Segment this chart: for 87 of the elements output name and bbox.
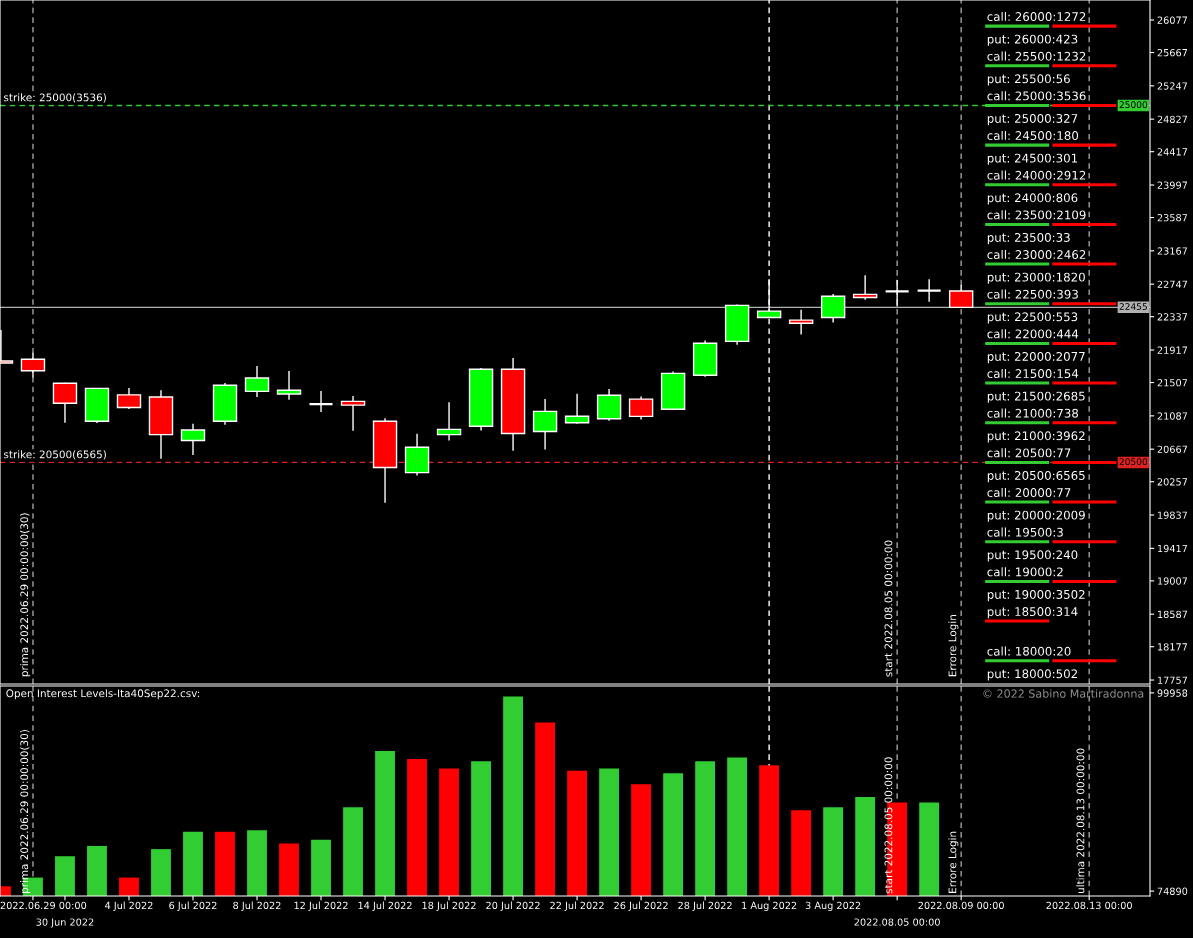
ref-line-label: put: 18500:314 [987, 607, 1078, 619]
x-tick-label: 4 Jul 2022 [105, 901, 153, 911]
ref-line-label: call: 22500:393 [987, 289, 1078, 299]
y-tick-label: 17757 [1158, 676, 1188, 684]
ref-line-label: call: 25500:1232 [987, 51, 1086, 61]
x-tick-label: 12 Jul 2022 [294, 901, 348, 911]
y-tick-label: 22747 [1157, 280, 1188, 288]
y-tick-label: 18587 [1158, 610, 1188, 619]
x-tick-label: 26 Jul 2022 [614, 901, 668, 911]
ref-line-label: Errore Login [948, 615, 959, 677]
ref-line-label: put: 22500:553 [987, 312, 1078, 324]
ref-line-label: put: 24500:301 [987, 153, 1078, 165]
y-tick-label: 23587 [1157, 214, 1188, 222]
ref-line-label: put: 22000:2077 [987, 351, 1085, 364]
ref-line-label: call: 21500:154 [987, 368, 1079, 379]
ref-line-label: call: 19500:3 [987, 527, 1063, 537]
ref-line-label: call: 24500:180 [987, 130, 1079, 141]
x-tick-label: 8 Jul 2022 [233, 901, 281, 911]
ref-line-label: put: 23500:33 [987, 232, 1070, 245]
x-tick-label: 2022.08.13 00:00 [1046, 901, 1132, 910]
y-tick-label: 21917 [1157, 346, 1188, 354]
ref-line-label: put: 21000:3962 [987, 431, 1085, 443]
ref-line-label: put: 25000:327 [987, 113, 1078, 126]
ref-line-label: call: 23000:2462 [987, 249, 1086, 260]
annotation: 20500 [1119, 458, 1148, 466]
y-tick-label: 18177 [1158, 643, 1188, 651]
ref-line-label: call: 25000:3536 [987, 91, 1086, 101]
x-tick-label: 1 Aug 2022 [742, 901, 797, 911]
ref-line-label: call: 24000:2912 [987, 170, 1086, 180]
ref-line-label: strike: 25000(3536) [4, 93, 106, 103]
y-tick-label: 25247 [1157, 82, 1188, 90]
ref-line-label: put: 26000:423 [987, 34, 1078, 46]
y-tick-label: 74890 [1157, 887, 1188, 895]
x-tick-label: 20 Jul 2022 [486, 901, 540, 911]
y-tick-label: 21087 [1157, 412, 1188, 420]
ref-line-label: put: 19500:240 [987, 550, 1078, 562]
x-tick-label: 2022.08.09 00:00 [918, 901, 1004, 910]
ref-line-label: start 2022.08.05 00:00:00 [884, 757, 893, 894]
y-tick-label: 99958 [1157, 689, 1188, 697]
annotation: 22455 [1119, 303, 1147, 310]
ref-line-label: prima 2022.06.29 00:00:00(30) [20, 513, 31, 677]
y-tick-label: 23167 [1157, 247, 1188, 255]
x-tick-label: 22 Jul 2022 [550, 901, 604, 911]
ref-line-label: strike: 20500(6565) [4, 450, 106, 460]
y-tick-label: 24827 [1157, 115, 1188, 123]
ref-line-label: put: 25500:56 [987, 74, 1070, 86]
y-tick-label: 19007 [1158, 577, 1188, 585]
ref-line-label: put: 18000:502 [987, 669, 1077, 681]
x-tick-label: 28 Jul 2022 [678, 901, 732, 911]
ref-line-label: put: 23000:1820 [987, 272, 1085, 284]
x-tick-label: 6 Jul 2022 [169, 901, 217, 911]
ref-line-label: ultima 2022.08.13 00:00:00 [1076, 748, 1085, 894]
y-tick-label: 21507 [1157, 379, 1188, 387]
ref-line-label: start 2022.08.05 00:00:00 [884, 540, 893, 677]
annotation: © 2022 Sabino Martiradonna [983, 689, 1144, 698]
ref-line-label: put: 20500:6565 [987, 470, 1085, 483]
x-tick-label: 3 Aug 2022 [805, 901, 861, 911]
y-tick-label: 22337 [1157, 313, 1188, 321]
y-tick-label: 23997 [1157, 181, 1188, 189]
x-tick-label: 30 Jun 2022 [36, 918, 94, 928]
ref-line-label: call: 22000:444 [987, 329, 1079, 339]
y-tick-label: 20257 [1157, 478, 1188, 486]
ref-line-label: call: 26000:1272 [987, 11, 1086, 22]
ref-line-label: prima 2022.06.29 00:00:00(30) [20, 730, 31, 893]
ref-line-label: put: 21500:2685 [987, 391, 1085, 403]
y-tick-label: 19417 [1158, 544, 1188, 553]
chart-title: Open Interest Levels-Ita40Sep22.csv: [6, 689, 200, 700]
y-tick-label: 26077 [1157, 16, 1188, 24]
annotation: 25000 [1119, 101, 1148, 109]
x-tick-label: 2022.08.05 00:00 [854, 918, 940, 926]
ref-line-label: call: 18000:20 [987, 646, 1071, 656]
ref-line-label: put: 20000:2009 [987, 510, 1085, 522]
ref-line-label: put: 19000:3502 [987, 589, 1085, 602]
ref-line-label: call: 19000:2 [987, 567, 1063, 577]
ref-line-label: call: 23500:2109 [987, 210, 1086, 220]
ref-line-label: Errore Login [948, 831, 959, 893]
ref-line-label: call: 20500:77 [987, 448, 1071, 458]
x-tick-label: 2022.06.29 00:00 [0, 901, 87, 910]
y-tick-label: 24417 [1157, 148, 1188, 156]
y-tick-label: 19837 [1158, 511, 1188, 519]
y-tick-label: 25667 [1157, 49, 1188, 57]
ref-line-label: call: 20000:77 [987, 487, 1071, 498]
ref-line-label: call: 21000:738 [987, 408, 1079, 418]
ref-line-label: put: 24000:806 [987, 193, 1078, 205]
y-tick-label: 20667 [1157, 445, 1188, 454]
x-tick-label: 18 Jul 2022 [422, 901, 476, 911]
x-tick-label: 14 Jul 2022 [358, 901, 412, 911]
